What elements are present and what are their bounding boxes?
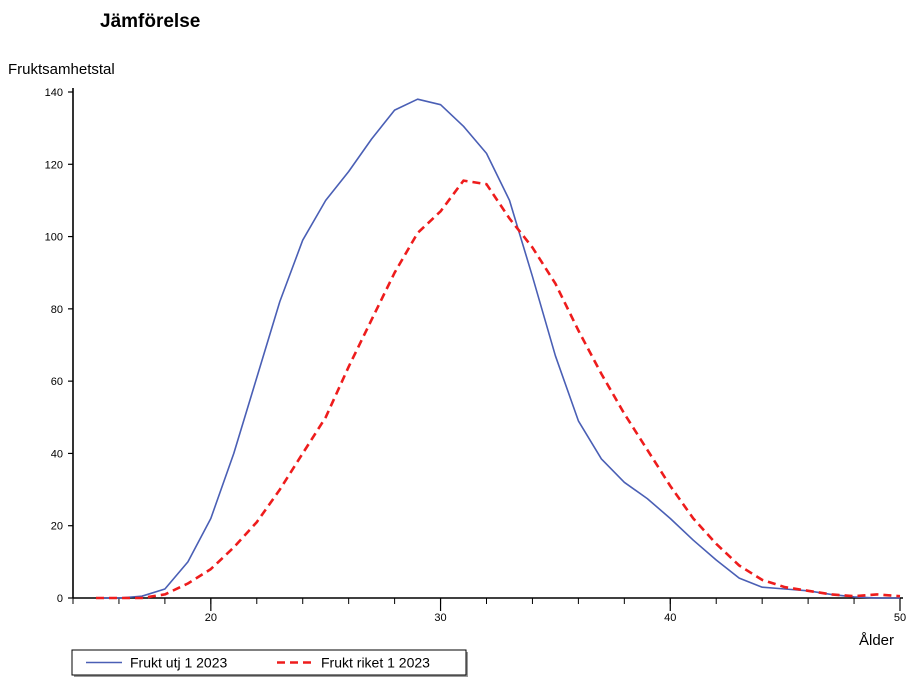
series-line-1 bbox=[96, 98, 900, 599]
chart-title: Jämförelse bbox=[100, 11, 200, 32]
legend-box bbox=[71, 649, 467, 676]
x-tick-label: 20 bbox=[205, 612, 217, 624]
plot-area bbox=[96, 98, 901, 600]
y-tick-label: 60 bbox=[51, 376, 63, 388]
x-tick-label: 50 bbox=[894, 612, 906, 624]
x-axis-label: Ålder bbox=[859, 632, 894, 649]
y-tick-label: 140 bbox=[45, 87, 63, 99]
y-axis-label: Fruktsamhetstal bbox=[8, 61, 115, 78]
y-tick-label: 0 bbox=[57, 593, 63, 605]
y-tick-label: 120 bbox=[45, 159, 63, 171]
y-tick-label: 100 bbox=[45, 232, 63, 244]
axes: 0 20 40 60 80 100 120 140 20 30 40 50 bbox=[45, 87, 906, 624]
legend-label-2: Frukt riket 1 2023 bbox=[321, 655, 430, 671]
y-tick-label: 20 bbox=[51, 521, 63, 533]
y-tick-label: 80 bbox=[51, 304, 63, 316]
y-tick-label: 40 bbox=[51, 448, 63, 460]
series-line-2 bbox=[96, 179, 901, 600]
x-tick-label: 30 bbox=[434, 612, 446, 624]
legend: Frukt utj 1 2023 Frukt riket 1 2023 bbox=[71, 649, 468, 677]
x-tick-label: 40 bbox=[664, 612, 676, 624]
legend-label-1: Frukt utj 1 2023 bbox=[130, 655, 227, 671]
